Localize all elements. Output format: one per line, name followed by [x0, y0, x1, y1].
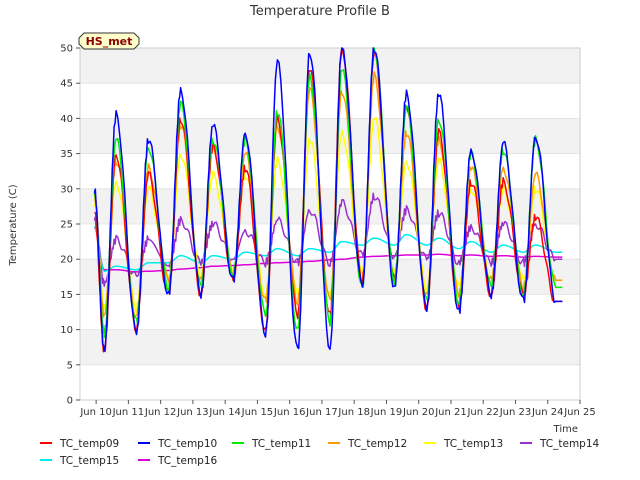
x-tick-label: Jun 19 [370, 407, 403, 418]
x-tick-label: Jun 24 [531, 407, 564, 418]
x-tick-label: Jun 23 [499, 407, 532, 418]
legend-item-tc_temp12: TC_temp12 [328, 438, 407, 450]
legend-label: TC_temp09 [59, 438, 119, 450]
series-line-tc_temp16 [94, 226, 563, 273]
x-tick-label: Jun 10 [79, 407, 112, 418]
legend-item-tc_temp09: TC_temp09 [40, 438, 119, 450]
legend-item-tc_temp16: TC_temp16 [138, 455, 218, 467]
x-tick-label: Jun 25 [563, 407, 596, 418]
y-tick-label: 15 [60, 290, 73, 301]
series-line-tc_temp15 [94, 225, 563, 272]
legend-item-tc_temp10: TC_temp10 [138, 438, 217, 450]
x-tick-label: Jun 20 [402, 407, 435, 418]
x-tick-label: Jun 22 [466, 407, 499, 418]
series-line-tc_temp13 [93, 116, 563, 314]
y-tick-label: 0 [67, 396, 73, 407]
station-badge: HS_met [78, 32, 140, 50]
y-tick-label: 20 [60, 255, 73, 266]
x-tick-label: Jun 11 [112, 407, 145, 418]
x-tick-label: Jun 18 [337, 407, 370, 418]
y-tick-label: 50 [60, 44, 73, 55]
x-tick-label: Jun 17 [305, 407, 338, 418]
y-tick-label: 10 [60, 325, 73, 336]
legend-label: TC_temp10 [157, 438, 217, 450]
y-tick-label: 25 [60, 220, 73, 231]
series-line-tc_temp14 [93, 192, 563, 287]
legend-label: TC_temp11 [251, 438, 311, 450]
x-tick-label: Jun 12 [144, 407, 177, 418]
y-axis-ticks: 0 5 10 15 20 25 30 35 40 45 50 [60, 44, 80, 407]
x-tick-label: Jun 16 [273, 407, 306, 418]
y-tick-label: 45 [60, 79, 73, 90]
legend-item-tc_temp13: TC_temp13 [424, 438, 503, 450]
station-label: HS_met [86, 35, 133, 48]
legend-item-tc_temp11: TC_temp11 [232, 438, 311, 450]
grid-bands [80, 47, 580, 401]
legend-label: TC_temp16 [157, 455, 218, 467]
legend-label: TC_temp15 [59, 455, 119, 467]
series-lines [93, 47, 563, 353]
y-axis-label: Temperature (C) [8, 184, 19, 266]
chart-title: Temperature Profile B [249, 4, 390, 19]
grid-band [80, 118, 580, 154]
y-tick-label: 35 [60, 149, 73, 160]
y-tick-label: 40 [60, 114, 73, 125]
x-tick-label: Jun 21 [434, 407, 467, 418]
legend-label: TC_temp14 [539, 438, 600, 450]
x-tick-label: Jun 15 [241, 407, 274, 418]
legend-label: TC_temp12 [347, 438, 407, 450]
series-line-tc_temp12 [93, 71, 563, 318]
grid-band [80, 48, 580, 84]
grid-band [80, 188, 580, 224]
legend-item-tc_temp15: TC_temp15 [40, 455, 119, 467]
x-axis-ticks: Jun 10 Jun 11 Jun 12 Jun 13 Jun 14 Jun 15 Jun … [79, 400, 596, 418]
legend: TC_temp09 TC_temp10 TC_temp11 TC_temp12 TC_t… [40, 438, 600, 467]
legend-label: TC_temp13 [443, 438, 503, 450]
legend-item-tc_temp14: TC_temp14 [520, 438, 600, 450]
x-tick-label: Jun 13 [176, 407, 209, 418]
y-tick-label: 30 [60, 184, 73, 195]
y-tick-label: 5 [67, 360, 73, 371]
x-axis-label: Time [553, 424, 578, 435]
station-badge-box [78, 32, 140, 50]
series-line-tc_temp10 [93, 47, 563, 352]
x-tick-label: Jun 14 [208, 407, 241, 418]
